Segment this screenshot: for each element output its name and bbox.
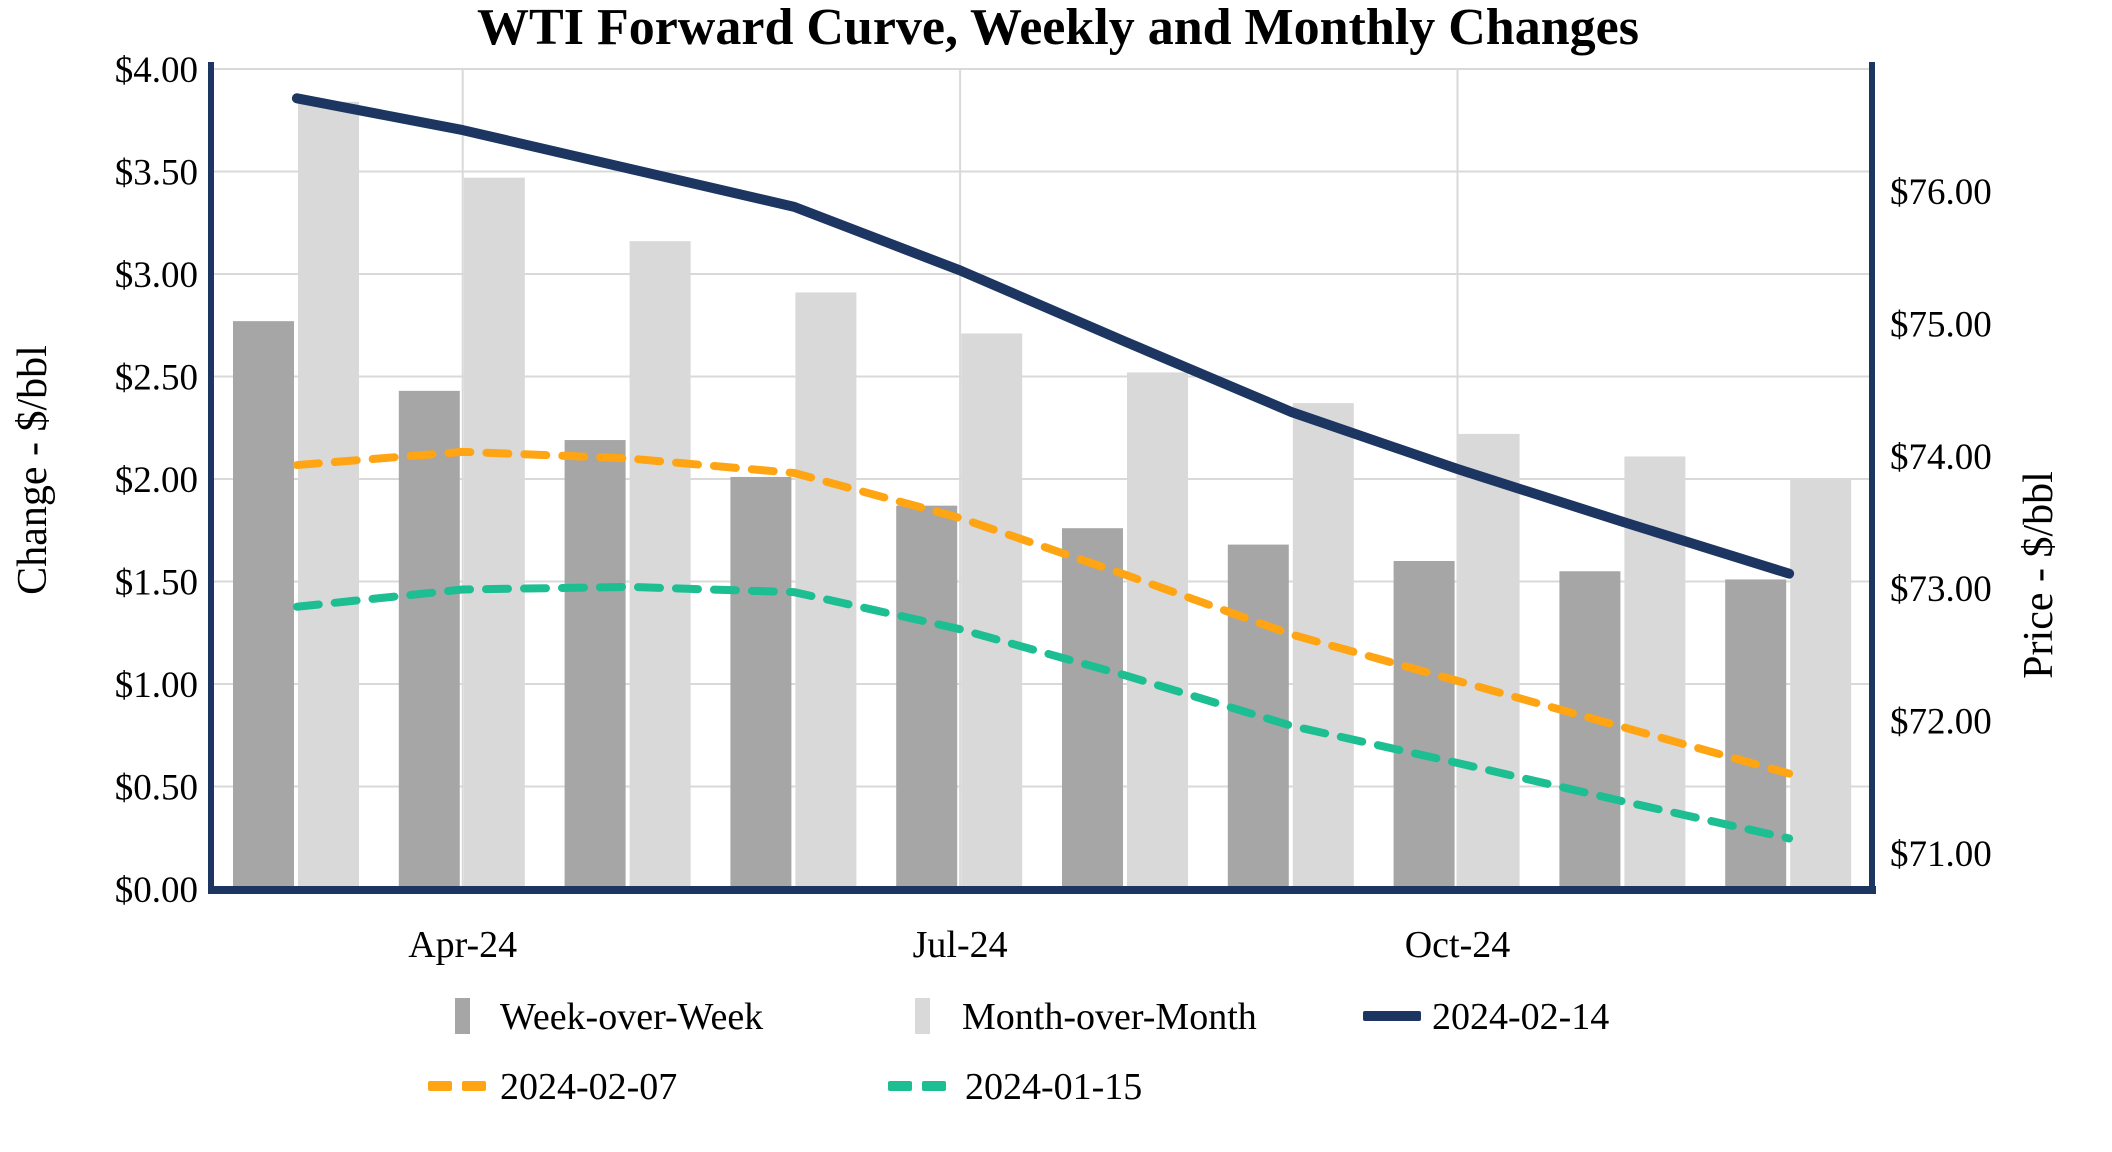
bar-week-over-week	[564, 440, 626, 889]
chart-title: WTI Forward Curve, Weekly and Monthly Ch…	[477, 0, 1639, 56]
bar-month-over-month	[1790, 479, 1852, 889]
bar-month-over-month	[961, 333, 1023, 889]
left-axis-tick-label: $1.00	[115, 665, 198, 706]
legend-label-week-over-week: Week-over-Week	[500, 996, 763, 1038]
left-axis-tick-label: $4.00	[115, 50, 198, 91]
right-axis-title: Price - $/bbl	[2016, 471, 2062, 679]
bar-week-over-week	[398, 390, 460, 889]
bar-month-over-month	[298, 101, 359, 890]
legend-label-2024-01-15: 2024-01-15	[965, 1066, 1142, 1108]
dashed-line-icon	[462, 1081, 486, 1091]
line-2024-02-14	[291, 93, 1795, 579]
dashed-line-icon	[428, 1081, 452, 1091]
left-axis-tick-label: $0.00	[115, 870, 198, 911]
right-axis-tick-label: $72.00	[1890, 702, 1992, 743]
bar-month-over-month	[629, 241, 691, 889]
bar-week-over-week	[1559, 571, 1621, 889]
right-axis-tick-label: $74.00	[1890, 437, 1992, 478]
dashed-line-icon	[922, 1081, 946, 1091]
bar-swatch-icon	[455, 998, 470, 1034]
x-axis-tick-label: Apr-24	[408, 924, 517, 966]
left-axis-tick-label: $0.50	[115, 768, 198, 809]
line-2024-02-07	[292, 447, 1794, 778]
legend-label-month-over-month: Month-over-Month	[962, 996, 1257, 1038]
x-axis-tick-label: Jul-24	[913, 924, 1008, 966]
bar-month-over-month	[1458, 433, 1520, 889]
bar-week-over-week	[896, 505, 958, 889]
bar-week-over-week	[1227, 544, 1289, 889]
left-axis-tick-label: $2.50	[115, 358, 198, 399]
right-axis-tick-label: $75.00	[1890, 304, 1992, 345]
bar-month-over-month	[463, 177, 525, 889]
bar-week-over-week	[233, 321, 294, 889]
bar-week-over-week	[730, 476, 792, 889]
dashed-line-icon	[888, 1081, 912, 1091]
solid-line-icon	[1363, 1011, 1421, 1021]
x-axis-tick-label: Oct-24	[1405, 924, 1511, 966]
right-axis-tick-label: $76.00	[1890, 172, 1992, 213]
bar-week-over-week	[1393, 561, 1455, 889]
line-2024-01-15	[292, 582, 1794, 843]
legend-label-2024-02-07: 2024-02-07	[500, 1066, 677, 1108]
left-axis-tick-label: $2.00	[115, 460, 198, 501]
bar-week-over-week	[1725, 579, 1787, 889]
left-axis-tick-label: $3.50	[115, 153, 198, 194]
right-axis-tick-label: $73.00	[1890, 569, 1992, 610]
right-axis-tick-label: $71.00	[1890, 834, 1992, 875]
bar-week-over-week	[1062, 528, 1123, 889]
bar-swatch-icon	[915, 998, 930, 1034]
left-axis-tick-label: $1.50	[115, 563, 198, 604]
left-axis-tick-label: $3.00	[115, 255, 198, 296]
left-axis-title: Change - $/bbl	[10, 345, 56, 595]
bar-month-over-month	[1127, 372, 1188, 889]
legend-label-2024-02-14: 2024-02-14	[1432, 996, 1609, 1038]
